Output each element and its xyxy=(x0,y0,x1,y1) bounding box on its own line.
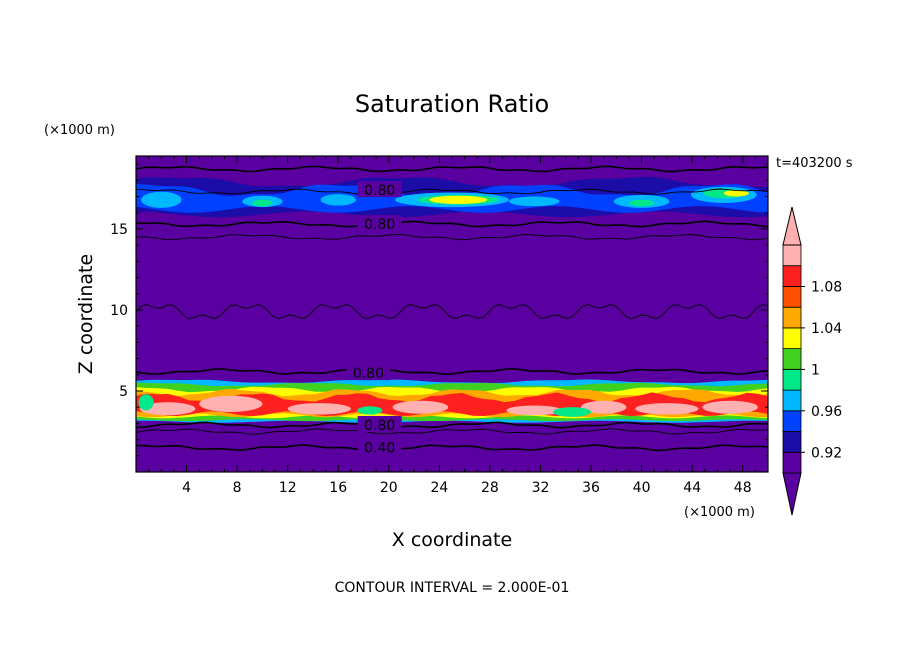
plot-area xyxy=(136,156,768,472)
lower-pink-patch xyxy=(287,403,351,415)
lower-pink-patch xyxy=(139,402,196,416)
colorbar xyxy=(782,206,802,516)
colorbar-swatch xyxy=(782,451,802,474)
colorbar-swatch xyxy=(782,348,802,370)
contour-label-background xyxy=(357,438,402,455)
y-tick-label: 5 xyxy=(119,384,128,400)
contour-interval-footer: CONTOUR INTERVAL = 2.000E-01 xyxy=(335,580,570,596)
colorbar-tick-label: 1.08 xyxy=(811,280,842,296)
lower-pink-patch xyxy=(392,400,449,414)
contour-line xyxy=(136,444,768,452)
x-tick-label: 40 xyxy=(633,480,651,496)
contour-label: 0.80 xyxy=(364,183,395,199)
colorbar-upper-arrow xyxy=(782,206,802,246)
x-axis-label: X coordinate xyxy=(392,529,512,551)
upper-yellow-patch xyxy=(429,195,488,204)
x-tick-label: 16 xyxy=(329,480,347,496)
contour-line xyxy=(136,368,768,375)
upper-cyan-patch xyxy=(141,191,182,208)
contour-line xyxy=(136,304,768,319)
upper-cyan-patch xyxy=(508,196,560,207)
colorbar-swatch xyxy=(782,410,802,432)
contour-label: 0.80 xyxy=(364,418,395,434)
y-axis-label: Z coordinate xyxy=(75,254,97,374)
colorbar-swatch xyxy=(782,368,802,391)
lower-pink-patch xyxy=(580,400,627,414)
colorbar-swatch xyxy=(782,327,802,349)
x-tick-label: 48 xyxy=(734,480,752,496)
upper-yellow-patch xyxy=(723,190,750,197)
colorbar-lower-arrow xyxy=(782,472,802,516)
contour-label-background xyxy=(357,416,402,432)
x-tick-label: 32 xyxy=(532,480,550,496)
colorbar-labels: 0.92 0.96 1 1.04 1.08 xyxy=(801,280,842,461)
colorbar-swatch xyxy=(782,286,802,308)
y-unit-label: (×1000 m) xyxy=(44,123,115,138)
contour-line xyxy=(136,165,768,173)
contour-label: 0.80 xyxy=(353,366,384,382)
colorbar-tick-label: 1 xyxy=(811,362,820,378)
contour-label: 0.80 xyxy=(364,217,395,233)
contour-line xyxy=(136,233,768,241)
colorbar-tick-label: 0.96 xyxy=(811,404,842,420)
upper-green-patch xyxy=(629,199,655,207)
colorbar-swatch xyxy=(782,244,802,267)
y-tick-label: 15 xyxy=(110,222,128,238)
contour-label: 0.40 xyxy=(364,441,395,457)
lower-pink-patch xyxy=(635,403,699,415)
x-tick-label: 44 xyxy=(683,480,701,496)
contour-line xyxy=(136,188,768,195)
x-tick-label: 4 xyxy=(182,480,191,496)
x-axis-ticks: 4 8 12 16 20 24 28 32 36 40 44 48 xyxy=(148,156,756,496)
x-unit-label: (×1000 m) xyxy=(684,505,755,520)
contour-line xyxy=(136,220,768,228)
lower-green-patch xyxy=(553,407,592,417)
x-tick-label: 28 xyxy=(481,480,499,496)
x-tick-label: 8 xyxy=(233,480,242,496)
lower-pink-patch xyxy=(199,395,263,412)
upper-cyan-patch xyxy=(320,194,356,206)
colorbar-tick-label: 1.04 xyxy=(811,321,842,337)
contour-label-background xyxy=(357,181,402,197)
time-label: t=403200 s xyxy=(776,156,853,171)
saturation-field xyxy=(136,176,768,423)
chart-title: Saturation Ratio xyxy=(355,90,549,118)
colorbar-swatch xyxy=(782,431,802,453)
x-tick-label: 12 xyxy=(279,480,297,496)
y-axis-ticks: 5 10 15 xyxy=(110,163,768,457)
colorbar-swatch xyxy=(782,389,802,412)
upper-green-patch xyxy=(252,199,273,207)
x-tick-label: 20 xyxy=(380,480,398,496)
x-tick-label: 36 xyxy=(582,480,600,496)
contour-label-background xyxy=(346,364,391,381)
contour-line xyxy=(136,428,768,435)
contour-label-background xyxy=(357,215,402,232)
y-tick-label: 10 xyxy=(110,303,128,319)
lower-green-patch xyxy=(357,406,383,415)
contour-labels: 0.80 0.80 0.80 0.80 0.40 xyxy=(346,181,402,457)
colorbar-swatch xyxy=(782,306,802,329)
contour-line xyxy=(136,421,768,429)
lower-pink-patch xyxy=(506,405,562,416)
lower-pink-patch xyxy=(702,400,758,414)
lower-green-patch xyxy=(138,394,154,411)
contour-lines xyxy=(136,165,768,452)
colorbar-swatch xyxy=(782,265,802,287)
colorbar-tick-label: 0.92 xyxy=(811,445,842,461)
x-tick-label: 24 xyxy=(430,480,448,496)
